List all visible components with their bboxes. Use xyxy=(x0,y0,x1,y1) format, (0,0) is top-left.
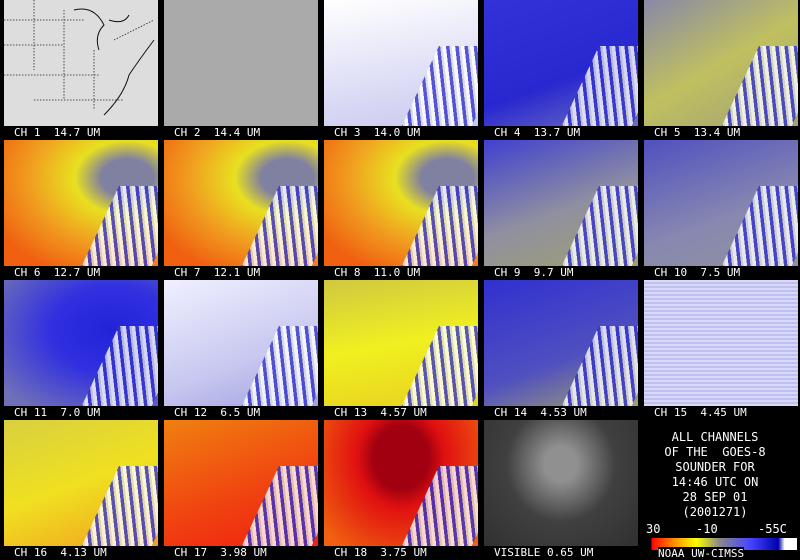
info-line: 28 SEP 01 xyxy=(682,490,748,504)
satellite-panel: CH 18 3.75 UM xyxy=(320,420,478,560)
satellite-panel: CH 10 7.5 UM xyxy=(640,140,798,280)
satellite-panel: CH 13 4.57 UM xyxy=(320,280,478,420)
satellite-panel: CH 14 4.53 UM xyxy=(480,280,638,420)
satellite-image xyxy=(4,280,158,406)
info-line: (2001271) xyxy=(682,505,748,519)
satellite-panel: CH 8 11.0 UM xyxy=(320,140,478,280)
satellite-image xyxy=(644,0,798,126)
panel-label: CH 13 4.57 UM xyxy=(334,406,427,419)
info-line: SOUNDER FOR xyxy=(675,460,755,474)
satellite-panel: CH 3 14.0 UM xyxy=(320,0,478,140)
panel-label: CH 14 4.53 UM xyxy=(494,406,587,419)
panel-label: CH 1 14.7 UM xyxy=(14,126,101,139)
panel-label: CH 6 12.7 UM xyxy=(14,266,101,279)
info-panel: ALL CHANNELS OF THE GOES-8 SOUNDER FOR 14:4… xyxy=(640,420,800,560)
panel-label: CH 17 3.98 UM xyxy=(174,546,267,559)
satellite-panel: VISIBLE 0.65 UM xyxy=(480,420,638,560)
satellite-image xyxy=(324,420,478,546)
panel-label: CH 2 14.4 UM xyxy=(174,126,261,139)
satellite-image xyxy=(644,280,798,406)
scale-label: 30 xyxy=(646,522,661,536)
satellite-image xyxy=(164,0,318,126)
info-line: 14:46 UTC ON xyxy=(671,475,759,489)
panel-label: CH 8 11.0 UM xyxy=(334,266,421,279)
satellite-panel: CH 17 3.98 UM xyxy=(160,420,318,560)
satellite-panel: CH 12 6.5 UM xyxy=(160,280,318,420)
satellite-panel: CH 16 4.13 UM xyxy=(0,420,158,560)
satellite-panel: CH 15 4.45 UM xyxy=(640,280,798,420)
satellite-image xyxy=(484,0,638,126)
panel-label: CH 4 13.7 UM xyxy=(494,126,581,139)
panel-label: CH 18 3.75 UM xyxy=(334,546,427,559)
panel-label: CH 15 4.45 UM xyxy=(654,406,747,419)
panel-label: CH 5 13.4 UM xyxy=(654,126,741,139)
satellite-image xyxy=(164,420,318,546)
satellite-panel: CH 5 13.4 UM xyxy=(640,0,798,140)
panel-label: VISIBLE 0.65 UM xyxy=(494,546,594,559)
satellite-panel: CH 9 9.7 UM xyxy=(480,140,638,280)
satellite-panel: CH 7 12.1 UM xyxy=(160,140,318,280)
panel-label: CH 10 7.5 UM xyxy=(654,266,741,279)
satellite-image xyxy=(4,420,158,546)
satellite-image xyxy=(324,0,478,126)
panel-label: CH 12 6.5 UM xyxy=(174,406,261,419)
satellite-image xyxy=(164,280,318,406)
satellite-image xyxy=(644,140,798,266)
satellite-image xyxy=(484,140,638,266)
satellite-panel: CH 6 12.7 UM xyxy=(0,140,158,280)
satellite-image xyxy=(164,140,318,266)
satellite-panel: CH 4 13.7 UM xyxy=(480,0,638,140)
satellite-panel: CH 1 14.7 UM xyxy=(0,0,158,140)
panel-label: CH 3 14.0 UM xyxy=(334,126,421,139)
satellite-panel: CH 11 7.0 UM xyxy=(0,280,158,420)
satellite-image xyxy=(484,420,638,546)
panel-label: CH 16 4.13 UM xyxy=(14,546,107,559)
satellite-image xyxy=(484,280,638,406)
satellite-image xyxy=(4,0,158,126)
panel-label: CH 11 7.0 UM xyxy=(14,406,101,419)
panel-label: CH 7 12.1 UM xyxy=(174,266,261,279)
credit: NOAA UW-CIMSS xyxy=(658,547,745,560)
satellite-image xyxy=(324,140,478,266)
scale-label: -10 xyxy=(696,522,718,536)
satellite-panel: CH 2 14.4 UM xyxy=(160,0,318,140)
state-map xyxy=(4,0,155,116)
satellite-image xyxy=(4,140,158,266)
scale-label: -55C xyxy=(758,522,787,536)
satellite-image xyxy=(324,280,478,406)
panel-label: CH 9 9.7 UM xyxy=(494,266,574,279)
info-line: OF THE GOES-8 xyxy=(664,445,766,459)
info-line: ALL CHANNELS xyxy=(671,430,759,444)
